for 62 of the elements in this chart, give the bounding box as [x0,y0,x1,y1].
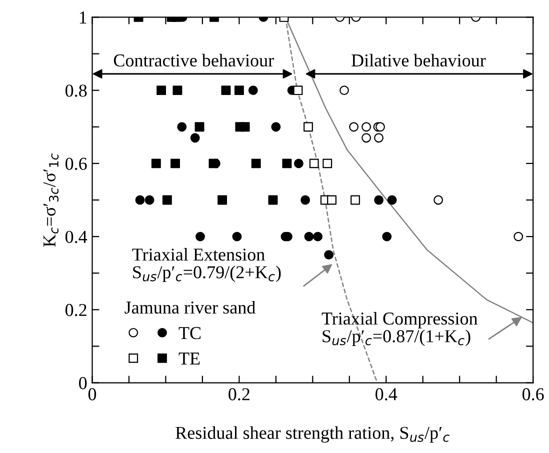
point [327,195,336,205]
point [170,158,180,168]
point [376,122,385,132]
legend-label: TC [178,327,201,340]
point [304,122,313,132]
point [294,158,304,168]
point [293,86,303,96]
point [514,232,524,242]
point [268,195,278,205]
y-tick-label: 1 [80,12,86,24]
point [350,195,360,205]
point [300,195,310,205]
point [282,158,292,168]
point [271,122,281,132]
point [387,195,397,205]
legend-title: Jamuna river sand [124,300,256,314]
annotation: Triaxial Compression S$_{us}$/p′$_{c}$=0.87/(1+K$_{c}$) [322,312,478,346]
point [234,86,244,96]
point [374,195,384,205]
point [156,86,166,96]
y-tick-label: 0.8 [65,84,87,97]
x-tick-label: 0 [88,388,96,400]
point [177,122,187,132]
point [151,158,161,168]
x-tick-label: 0.4 [376,388,398,400]
point [322,158,332,168]
annotation: Dilative behaviour [352,54,486,67]
point [172,86,182,96]
point [251,158,261,168]
x-tick-label: 0.6 [522,388,544,400]
point [196,232,205,242]
point [349,122,359,132]
point [340,86,349,96]
point [194,122,204,132]
y-axis-title: K$_{c}$=σ′$_{3c}$/σ′$_{1c}$ [43,153,59,247]
point [362,122,372,132]
legend-label: TE [178,352,200,364]
y-tick-label: 0.2 [65,304,86,316]
point [240,122,250,132]
x-tick-label: 0.2 [228,388,250,400]
point [232,232,242,242]
y-tick-label: 0 [79,377,87,390]
point [221,86,231,96]
annotation: Contractive behaviour [114,54,274,67]
point [135,195,145,205]
point [313,232,323,242]
point [309,158,319,168]
point [218,195,228,205]
point [248,86,258,96]
point [362,133,372,143]
point [144,195,154,205]
y-tick-label: 0.6 [65,158,87,170]
point [324,250,334,260]
point [382,232,392,242]
annotation: Triaxial Extension S$_{us}$/p′$_{c}$=0.79/(2+K$_{c}$) [132,248,281,282]
point [374,133,384,143]
point [162,195,172,205]
y-tick-label: 0.4 [65,230,88,244]
point [190,133,200,143]
x-axis-title: Residual shear strength ration, S$_{us}$/p′$_{c}$ [176,426,450,443]
point [304,232,314,242]
point [434,195,444,205]
